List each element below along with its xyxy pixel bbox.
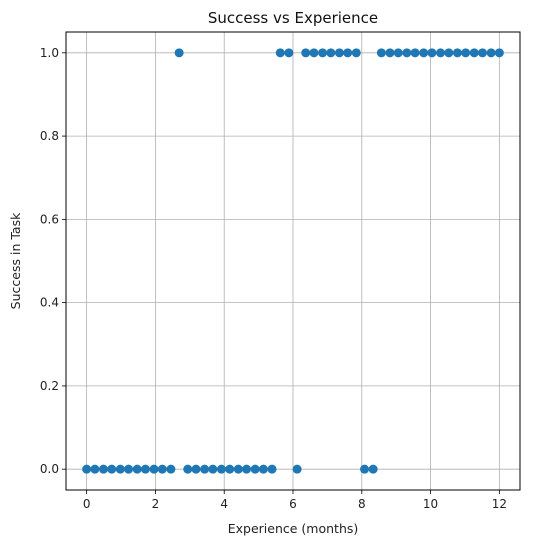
data-point [343,48,353,58]
data-point [419,48,429,58]
data-point [436,48,446,58]
data-point [174,48,184,58]
data-point [90,464,100,474]
x-tick-label: 2 [152,497,160,511]
x-tick-label: 10 [423,497,438,511]
data-point [478,48,488,58]
data-point [326,48,336,58]
y-tick-label: 0.0 [40,462,59,476]
x-axis-label: Experience (months) [228,521,359,536]
data-point [301,48,311,58]
x-tick-label: 8 [358,497,366,511]
data-point [191,464,201,474]
x-tick-label: 6 [289,497,297,511]
chart-title: Success vs Experience [208,9,378,27]
x-tick-label: 0 [83,497,91,511]
data-point [124,464,134,474]
data-point [368,464,378,474]
data-point [334,48,344,58]
data-point [225,464,235,474]
data-point [258,464,268,474]
data-point [140,464,150,474]
y-tick-label: 0.2 [40,379,59,393]
data-point [233,464,243,474]
data-point [250,464,260,474]
data-point [376,48,386,58]
axis-ticks: 0 2 4 6 8 10 12 0.0 0.2 0.4 0.6 0.8 1.0 [40,46,507,511]
y-tick-label: 1.0 [40,46,59,60]
data-point [385,48,395,58]
data-point [427,48,437,58]
data-point [82,464,92,474]
data-point [284,48,294,58]
data-point [275,48,285,58]
data-point [410,48,420,58]
data-point [115,464,125,474]
data-point [318,48,328,58]
data-point [452,48,462,58]
data-point [208,464,218,474]
data-point [216,464,226,474]
data-point [98,464,108,474]
data-point [402,48,412,58]
y-tick-label: 0.4 [40,296,59,310]
data-point [166,464,176,474]
data-point [486,48,496,58]
y-tick-label: 0.8 [40,129,59,143]
data-point [267,464,277,474]
x-tick-label: 12 [492,497,507,511]
data-point [149,464,159,474]
data-point [183,464,193,474]
x-tick-label: 4 [220,497,228,511]
data-point [360,464,370,474]
data-point [242,464,252,474]
data-point [461,48,471,58]
data-point [469,48,479,58]
data-points [82,48,504,474]
data-point [132,464,142,474]
y-tick-label: 0.6 [40,212,59,226]
data-point [292,464,302,474]
data-point [351,48,361,58]
data-point [494,48,504,58]
data-point [444,48,454,58]
data-point [393,48,403,58]
data-point [157,464,167,474]
data-point [107,464,117,474]
y-axis-label: Success in Task [8,212,23,309]
data-point [200,464,210,474]
data-point [309,48,319,58]
